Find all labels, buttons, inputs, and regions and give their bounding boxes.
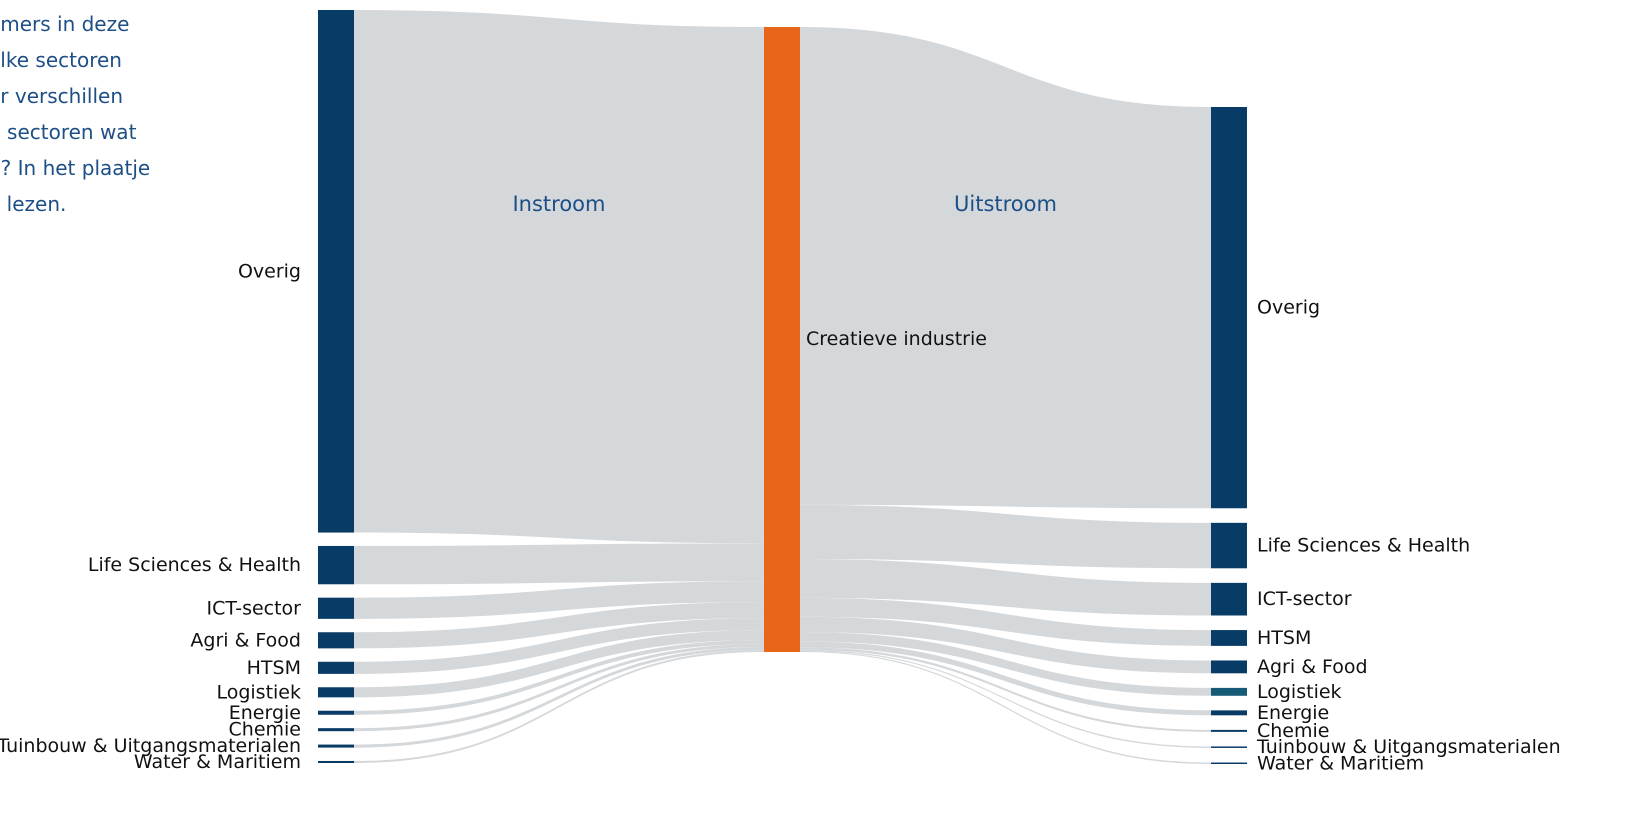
target-label-overig: Overig: [1257, 297, 1320, 319]
source-node-chemie: [318, 728, 354, 732]
source-node-energie: [318, 710, 354, 715]
intro-line: n? In het plaatje: [0, 156, 151, 180]
target-label-htsm: HTSM: [1257, 627, 1311, 649]
target-node-chemie: [1211, 729, 1247, 732]
source-label-ict-sector: ICT-sector: [206, 597, 301, 619]
inflow-link-water-and-maritiem: [354, 650, 764, 763]
source-label-water-and-maritiem: Water & Maritiem: [134, 751, 301, 773]
section-label-instroom: Instroom: [512, 192, 605, 216]
source-label-logistiek: Logistiek: [216, 681, 301, 703]
target-node-water-and-maritiem: [1211, 762, 1247, 765]
center-node-label: Creatieve industrie: [806, 328, 987, 350]
target-node-agri-and-food: [1211, 660, 1247, 674]
target-node-logistiek: [1211, 687, 1247, 696]
outflow-link-ict-sector: [800, 559, 1211, 616]
intro-line: n sectoren wat: [0, 120, 137, 144]
target-label-ict-sector: ICT-sector: [1257, 588, 1352, 610]
outflow-link-water-and-maritiem: [800, 650, 1211, 765]
outflow-link-htsm: [800, 597, 1211, 646]
inflow-link-agri-and-food: [354, 602, 764, 649]
target-label-agri-and-food: Agri & Food: [1257, 656, 1368, 678]
outflow-link-chemie: [800, 647, 1211, 732]
section-label-uitstroom: Uitstroom: [954, 192, 1057, 216]
outflow-link-life-sciences-and-health: [800, 504, 1211, 569]
intro-line: er verschillen: [0, 84, 123, 108]
intro-line: omers in deze: [0, 12, 130, 36]
inflow-link-overig: [354, 10, 764, 544]
inflow-link-life-sciences-and-health: [354, 543, 764, 585]
outflow-link-agri-and-food: [800, 616, 1211, 674]
target-label-chemie: Chemie: [1257, 720, 1329, 742]
source-label-tuinbouw-and-uitgangsmaterialen: Tuinbouw & Uitgangsmaterialen: [0, 735, 301, 757]
target-label-energie: Energie: [1257, 702, 1329, 724]
target-node-tuinbouw-and-uitgangsmaterialen: [1211, 746, 1247, 748]
inflow-link-ict-sector: [354, 581, 764, 619]
target-node-overig: [1211, 107, 1247, 509]
sankey-nodes: [318, 10, 1247, 765]
inflow-link-htsm: [354, 618, 764, 674]
intro-line: elke sectoren: [0, 48, 122, 72]
inflow-link-chemie: [354, 644, 764, 732]
target-node-ict-sector: [1211, 582, 1247, 616]
source-node-htsm: [318, 661, 354, 674]
target-label-life-sciences-and-health: Life Sciences & Health: [1257, 535, 1470, 557]
source-label-overig: Overig: [238, 260, 301, 282]
source-node-logistiek: [318, 687, 354, 698]
target-node-energie: [1211, 710, 1247, 716]
target-node-htsm: [1211, 630, 1247, 646]
outflow-link-logistiek: [800, 631, 1211, 696]
inflow-link-logistiek: [354, 630, 764, 698]
source-label-htsm: HTSM: [247, 657, 301, 679]
sankey-labels: Overig Life Sciences & Health ICT-sector Ag…: [0, 192, 1561, 774]
center-node: [764, 27, 800, 652]
target-node-life-sciences-and-health: [1211, 522, 1247, 569]
outflow-link-overig: [800, 27, 1211, 509]
intro-line: e lezen.: [0, 192, 67, 216]
source-node-life-sciences-and-health: [318, 545, 354, 585]
outflow-link-tuinbouw-and-uitgangsmaterialen: [800, 649, 1211, 748]
outflow-link-energie: [800, 641, 1211, 716]
target-label-tuinbouw-and-uitgangsmaterialen: Tuinbouw & Uitgangsmaterialen: [1256, 736, 1561, 758]
source-label-chemie: Chemie: [229, 719, 301, 741]
source-node-agri-and-food: [318, 632, 354, 649]
inflow-link-energie: [354, 640, 764, 715]
sankey-links: [354, 10, 1211, 765]
inflow-link-tuinbouw-and-uitgangsmaterialen: [354, 647, 764, 748]
source-label-life-sciences-and-health: Life Sciences & Health: [88, 554, 301, 576]
source-node-ict-sector: [318, 597, 354, 619]
target-label-logistiek: Logistiek: [1257, 681, 1342, 703]
source-node-overig: [318, 10, 354, 533]
source-label-agri-and-food: Agri & Food: [190, 629, 301, 651]
source-node-water-and-maritiem: [318, 760, 354, 763]
source-node-tuinbouw-and-uitgangsmaterialen: [318, 744, 354, 748]
target-label-water-and-maritiem: Water & Maritiem: [1257, 752, 1424, 774]
intro-text: omers in deze elke sectoren er verschill…: [0, 6, 150, 222]
source-label-energie: Energie: [229, 702, 301, 724]
